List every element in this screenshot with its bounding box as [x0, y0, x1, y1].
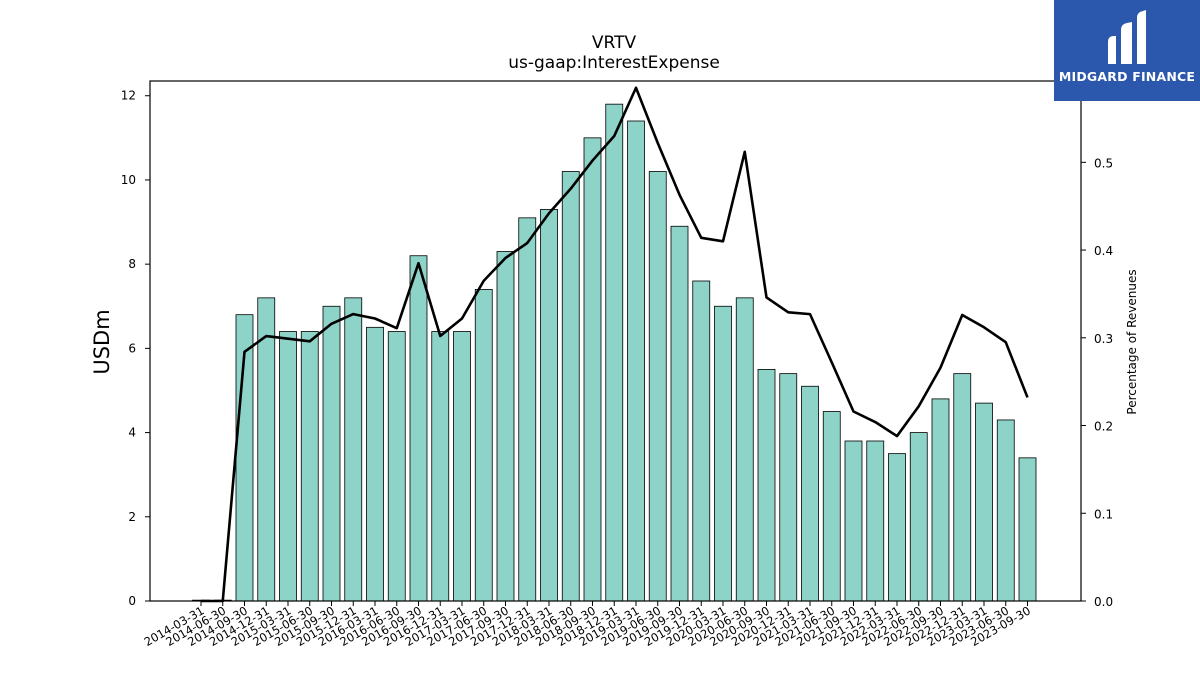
bar-2023-03-31 — [975, 402, 993, 602]
bar-2016-06-30 — [387, 331, 406, 602]
bar-2015-09-30 — [322, 305, 341, 602]
bar-2022-12-31 — [953, 373, 972, 602]
bar-2023-06-30 — [996, 419, 1015, 602]
y-tick-label: 12 — [121, 89, 136, 103]
y-tick-label: 2 — [128, 510, 136, 524]
bar-2017-09-30 — [496, 251, 515, 602]
bar-2017-06-30 — [474, 289, 493, 602]
bar-2018-03-31 — [540, 209, 558, 602]
bar-2022-03-31 — [888, 453, 906, 602]
bar-2019-09-30 — [670, 225, 689, 602]
y-right-tick-label: 0.0 — [1094, 595, 1113, 609]
bar-2017-12-31 — [518, 217, 537, 602]
line-layer — [201, 86, 1029, 603]
bar-2023-09-30 — [1018, 457, 1037, 602]
y-tick-label: 8 — [128, 257, 136, 271]
bar-2018-12-31 — [605, 103, 624, 602]
y-right-tick-label: 0.3 — [1094, 332, 1113, 346]
y-right-tick-label: 0.4 — [1094, 244, 1113, 258]
bar-2016-09-30 — [409, 255, 428, 602]
bar-2018-09-30 — [583, 137, 602, 602]
bar-2015-12-31 — [344, 297, 363, 602]
bar-2019-06-30 — [648, 171, 667, 602]
bar-2019-12-31 — [692, 280, 711, 602]
bar-2016-12-31 — [431, 331, 450, 602]
chart-subtitle: us-gaap:InterestExpense — [508, 53, 720, 73]
y-tick-label: 6 — [128, 341, 136, 355]
bar-2017-03-31 — [453, 331, 471, 602]
y-tick-label: 10 — [121, 173, 136, 187]
bar-2021-06-30 — [822, 411, 841, 602]
bar-2018-06-30 — [561, 171, 580, 602]
series-line — [201, 86, 1029, 603]
chart-title: VRTV — [592, 33, 637, 53]
logo-text: MIDGARD FINANCE — [1058, 69, 1196, 84]
bar-2020-03-31 — [714, 305, 732, 602]
bar-2015-06-30 — [300, 331, 319, 602]
bar-2020-06-30 — [735, 297, 754, 602]
bar-2020-09-30 — [757, 369, 776, 602]
y-right-tick-label: 0.2 — [1094, 420, 1113, 434]
y-right-tick-label: 0.5 — [1094, 156, 1113, 170]
bar-2014-12-31 — [257, 297, 276, 602]
y-right-tick-label: 0.1 — [1094, 507, 1113, 521]
y-tick-label: 0 — [128, 594, 136, 608]
midgard-logo-icon — [1108, 10, 1146, 64]
bar-2015-03-31 — [279, 331, 297, 602]
bar-2016-03-31 — [366, 326, 384, 602]
bar-2022-09-30 — [931, 398, 950, 602]
bar-2020-12-31 — [779, 373, 798, 602]
y-axis-label-left: USDm — [90, 309, 114, 374]
bars-layer — [192, 103, 1037, 602]
midgard-finance-logo: MIDGARD FINANCE — [1054, 0, 1200, 101]
bar-2021-09-30 — [844, 440, 863, 602]
y-tick-label: 4 — [128, 426, 136, 440]
bar-2021-03-31 — [801, 385, 819, 602]
bar-2019-03-31 — [627, 120, 645, 602]
bar-2022-06-30 — [909, 432, 928, 602]
bar-2021-12-31 — [866, 440, 885, 602]
plot-frame — [149, 80, 1082, 602]
y-axis-label-right: Percentage of Revenues — [1125, 269, 1139, 414]
